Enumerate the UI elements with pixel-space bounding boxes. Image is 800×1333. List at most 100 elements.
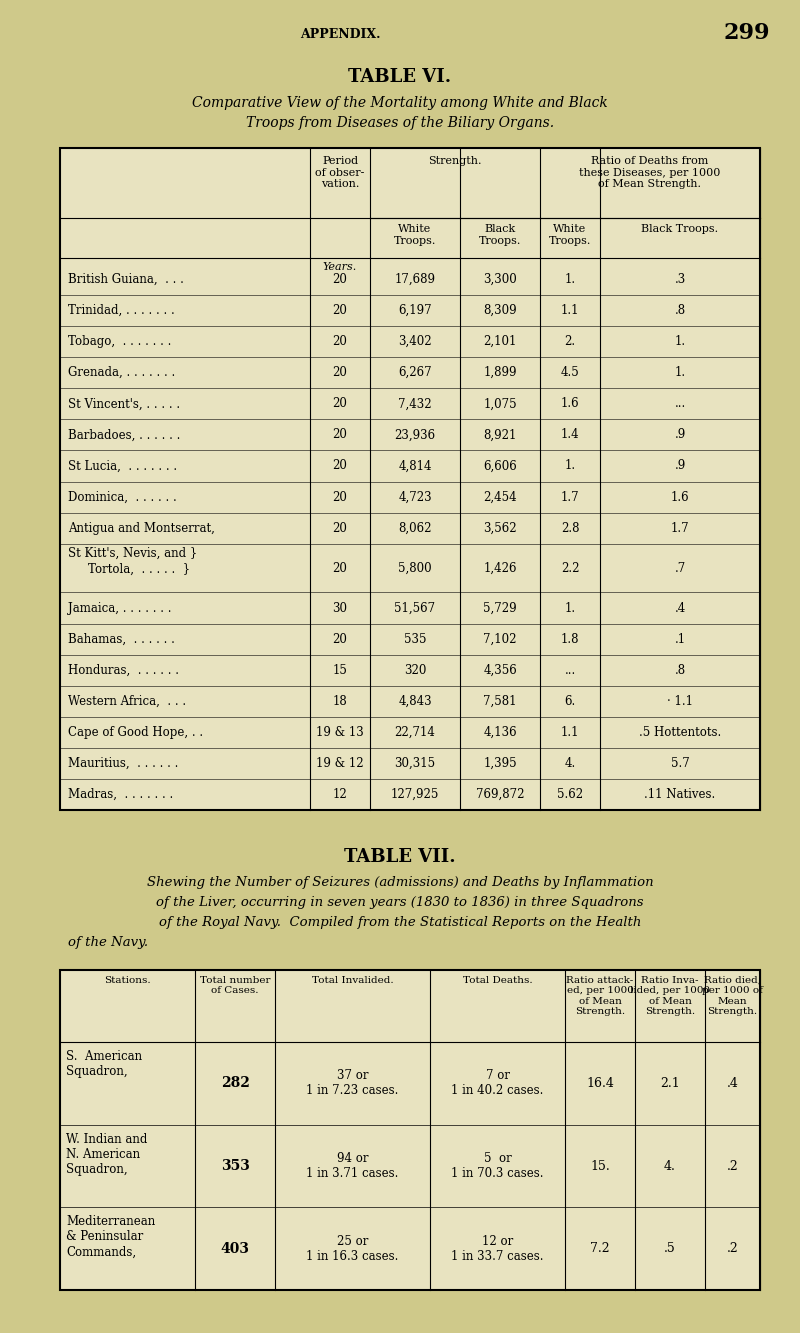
- Text: Tortola,  . . . . .  }: Tortola, . . . . . }: [88, 563, 190, 576]
- Text: 4,814: 4,814: [398, 460, 432, 472]
- Text: 2.2: 2.2: [561, 561, 579, 575]
- Text: British Guiana,  . . .: British Guiana, . . .: [68, 273, 184, 287]
- Text: Mauritius,  . . . . . .: Mauritius, . . . . . .: [68, 757, 178, 770]
- Text: 535: 535: [404, 633, 426, 645]
- Text: White
Troops.: White Troops.: [549, 224, 591, 245]
- Text: ...: ...: [564, 664, 576, 677]
- Text: 19 & 12: 19 & 12: [316, 757, 364, 770]
- Text: Jamaica, . . . . . . .: Jamaica, . . . . . . .: [68, 601, 171, 615]
- Text: 4,843: 4,843: [398, 694, 432, 708]
- Text: 353: 353: [221, 1158, 250, 1173]
- Text: APPENDIX.: APPENDIX.: [300, 28, 380, 41]
- Text: 4.: 4.: [664, 1160, 676, 1173]
- Text: 7,432: 7,432: [398, 397, 432, 411]
- Text: TABLE VI.: TABLE VI.: [349, 68, 451, 87]
- Text: Tobago,  . . . . . . .: Tobago, . . . . . . .: [68, 335, 171, 348]
- Text: 20: 20: [333, 633, 347, 645]
- Text: 3,402: 3,402: [398, 335, 432, 348]
- Text: 2.1: 2.1: [660, 1077, 680, 1090]
- Text: 6,606: 6,606: [483, 460, 517, 472]
- Text: 1,899: 1,899: [483, 367, 517, 380]
- Text: 1.6: 1.6: [670, 491, 690, 504]
- Text: 8,062: 8,062: [398, 521, 432, 535]
- Text: 17,689: 17,689: [394, 273, 435, 287]
- Text: .1: .1: [674, 633, 686, 645]
- Text: 1.8: 1.8: [561, 633, 579, 645]
- Text: 7 or
1 in 40.2 cases.: 7 or 1 in 40.2 cases.: [451, 1069, 544, 1097]
- Text: W. Indian and
N. American
Squadron,: W. Indian and N. American Squadron,: [66, 1133, 147, 1176]
- Text: 20: 20: [333, 491, 347, 504]
- Text: of the Royal Navy.  Compiled from the Statistical Reports on the Health: of the Royal Navy. Compiled from the Sta…: [159, 916, 641, 929]
- Text: Black
Troops.: Black Troops.: [479, 224, 521, 245]
- Text: 1,075: 1,075: [483, 397, 517, 411]
- Text: 1.: 1.: [565, 460, 575, 472]
- Text: · 1.1: · 1.1: [667, 694, 693, 708]
- Text: of the Liver, occurring in seven years (1830 to 1836) in three Squadrons: of the Liver, occurring in seven years (…: [156, 896, 644, 909]
- Text: 37 or
1 in 7.23 cases.: 37 or 1 in 7.23 cases.: [306, 1069, 398, 1097]
- Text: 4.5: 4.5: [561, 367, 579, 380]
- Text: Shewing the Number of Seizures (admissions) and Deaths by Inflammation: Shewing the Number of Seizures (admissio…: [146, 876, 654, 889]
- Text: 22,714: 22,714: [394, 725, 435, 738]
- Text: 12: 12: [333, 788, 347, 801]
- Text: .4: .4: [726, 1077, 738, 1090]
- Text: 1.1: 1.1: [561, 304, 579, 317]
- Text: 1.4: 1.4: [561, 428, 579, 441]
- Text: 15.: 15.: [590, 1160, 610, 1173]
- Text: Madras,  . . . . . . .: Madras, . . . . . . .: [68, 788, 174, 801]
- Text: Period
of obser-
vation.: Period of obser- vation.: [315, 156, 365, 189]
- Text: .9: .9: [674, 460, 686, 472]
- Text: 1.1: 1.1: [561, 725, 579, 738]
- Text: 20: 20: [333, 460, 347, 472]
- Text: .11 Natives.: .11 Natives.: [644, 788, 716, 801]
- Text: Troops from Diseases of the Biliary Organs.: Troops from Diseases of the Biliary Orga…: [246, 116, 554, 131]
- Text: 1.: 1.: [565, 273, 575, 287]
- Text: 4,723: 4,723: [398, 491, 432, 504]
- Text: 7,102: 7,102: [483, 633, 517, 645]
- Bar: [60, 970, 760, 1290]
- Text: 20: 20: [333, 397, 347, 411]
- Text: Antigua and Montserrat,: Antigua and Montserrat,: [68, 521, 215, 535]
- Text: Grenada, . . . . . . .: Grenada, . . . . . . .: [68, 367, 175, 380]
- Text: 20: 20: [333, 335, 347, 348]
- Text: Dominica,  . . . . . .: Dominica, . . . . . .: [68, 491, 177, 504]
- Text: 2.: 2.: [565, 335, 575, 348]
- Text: 15: 15: [333, 664, 347, 677]
- Text: 5,729: 5,729: [483, 601, 517, 615]
- Text: 4,136: 4,136: [483, 725, 517, 738]
- Text: 20: 20: [333, 273, 347, 287]
- Text: 25 or
1 in 16.3 cases.: 25 or 1 in 16.3 cases.: [306, 1234, 398, 1262]
- Text: Ratio Inva-
lided, per 1000
of Mean
Strength.: Ratio Inva- lided, per 1000 of Mean Stre…: [630, 976, 710, 1016]
- Text: 1.: 1.: [674, 367, 686, 380]
- Text: Barbadoes, . . . . . .: Barbadoes, . . . . . .: [68, 428, 180, 441]
- Text: White
Troops.: White Troops.: [394, 224, 436, 245]
- Text: 20: 20: [333, 521, 347, 535]
- Text: 4.: 4.: [564, 757, 576, 770]
- Text: 127,925: 127,925: [391, 788, 439, 801]
- Text: 1,426: 1,426: [483, 561, 517, 575]
- Text: 1.6: 1.6: [561, 397, 579, 411]
- Text: 1.: 1.: [565, 601, 575, 615]
- Text: .9: .9: [674, 428, 686, 441]
- Text: 1.7: 1.7: [670, 521, 690, 535]
- Text: ...: ...: [674, 397, 686, 411]
- Text: 16.4: 16.4: [586, 1077, 614, 1090]
- Text: St Kitt's, Nevis, and }: St Kitt's, Nevis, and }: [68, 547, 198, 560]
- Text: 2,101: 2,101: [483, 335, 517, 348]
- Text: 403: 403: [221, 1241, 250, 1256]
- Text: .5 Hottentots.: .5 Hottentots.: [639, 725, 721, 738]
- Text: 23,936: 23,936: [394, 428, 435, 441]
- Text: 8,309: 8,309: [483, 304, 517, 317]
- Text: .8: .8: [674, 664, 686, 677]
- Text: Mediterranean
& Peninsular
Commands,: Mediterranean & Peninsular Commands,: [66, 1216, 155, 1258]
- Text: Total Deaths.: Total Deaths.: [462, 976, 532, 985]
- Text: Stations.: Stations.: [104, 976, 151, 985]
- Text: .2: .2: [726, 1160, 738, 1173]
- Text: 8,921: 8,921: [483, 428, 517, 441]
- Text: 282: 282: [221, 1076, 250, 1090]
- Text: St Vincent's, . . . . .: St Vincent's, . . . . .: [68, 397, 180, 411]
- Text: 51,567: 51,567: [394, 601, 435, 615]
- Text: 6,267: 6,267: [398, 367, 432, 380]
- Text: Black Troops.: Black Troops.: [642, 224, 718, 235]
- Text: Honduras,  . . . . . .: Honduras, . . . . . .: [68, 664, 179, 677]
- Text: 20: 20: [333, 561, 347, 575]
